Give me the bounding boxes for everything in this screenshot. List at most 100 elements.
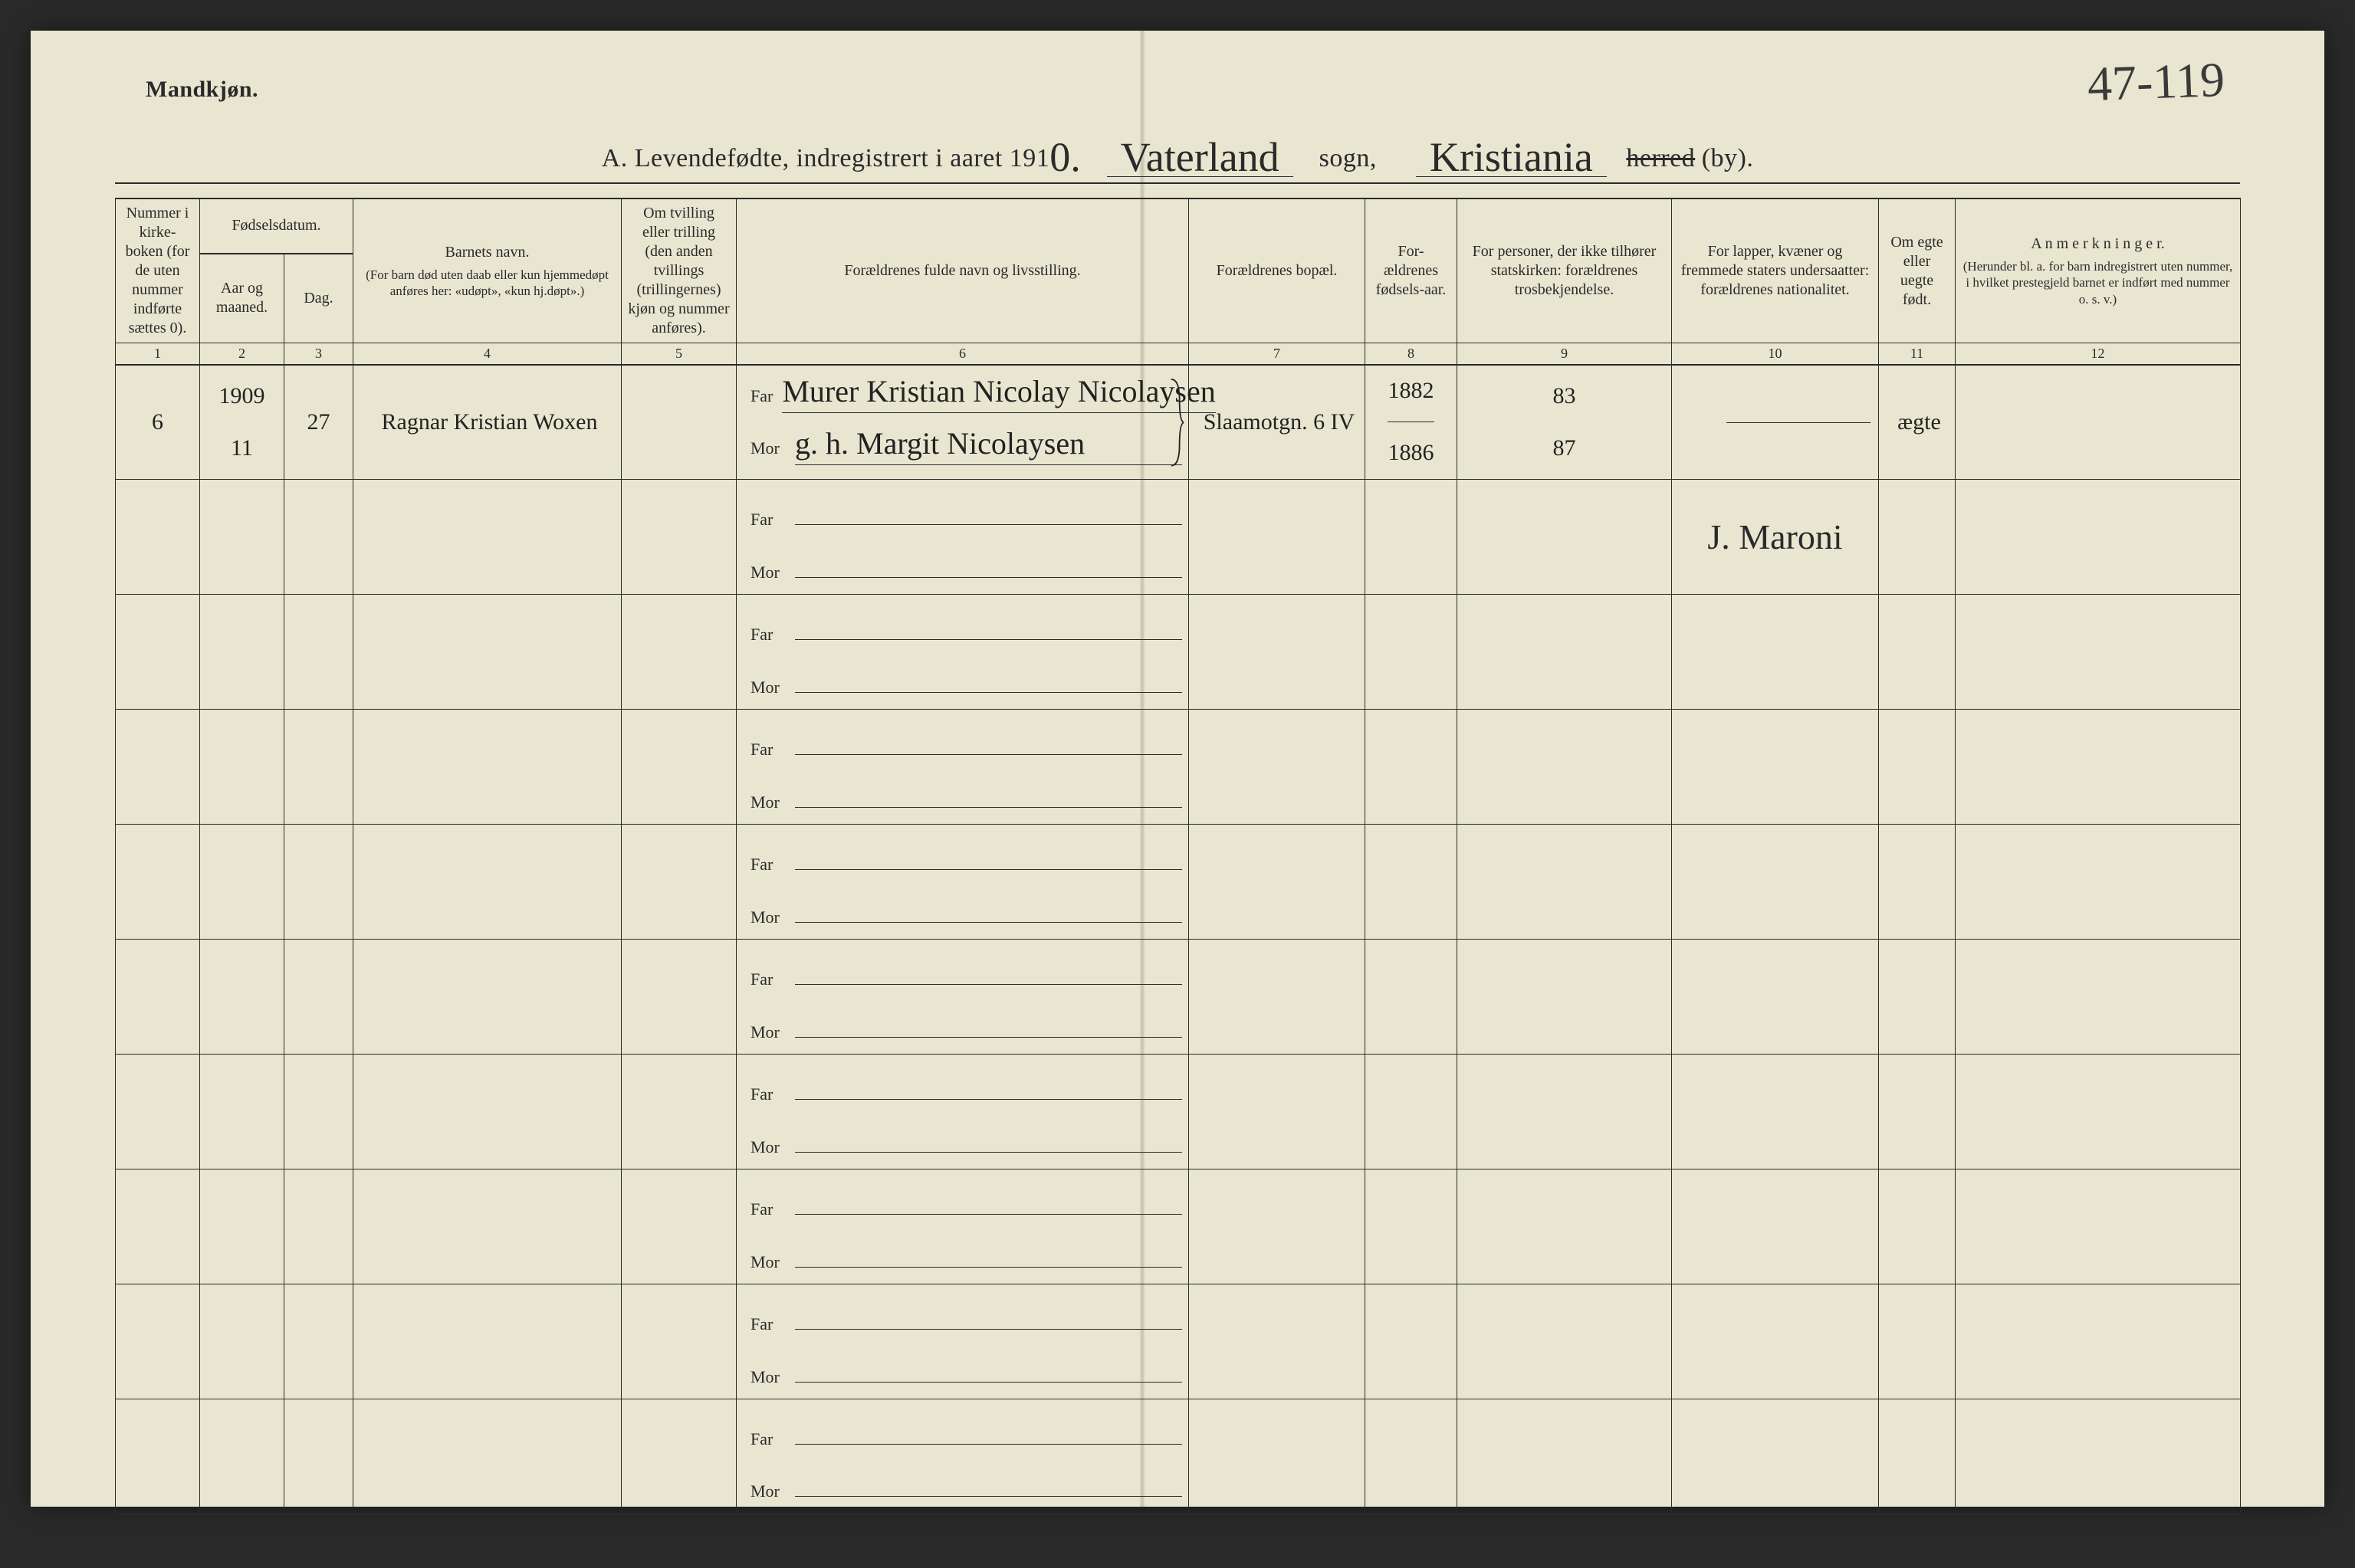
col-12-subtitle: (Herunder bl. a. for barn indregistrert … [1962,258,2234,307]
table-row: Far Mor J. Maroni [116,480,2241,595]
cell-parents: Far Mor [737,1284,1189,1399]
cell-twins [622,480,737,595]
table-row: Far Mor [116,1169,2241,1284]
cell-residence [1189,480,1365,595]
table-row: Far Mor [116,1399,2241,1514]
cell-child-name: Ragnar Kristian Woxen [353,365,622,480]
cell-parents: FarMurer Kristian Nicolay Nicolaysen Mor… [737,365,1189,480]
table-row: 6 1909 11 27 Ragnar Kristian Woxen FarMu… [116,365,2241,480]
cell-remarks [1956,940,2241,1055]
cell-year-month [200,1399,284,1514]
col-8-header: For-ældrenes fødsels-aar. [1365,198,1457,343]
cell-remarks [1956,1055,2241,1169]
cell-remarks [1956,365,2241,480]
cell-residence [1189,1284,1365,1399]
record-page: Mandkjøn. 47-119 A. Levendefødte, indreg… [31,31,2324,1507]
cell-parents: Far Mor [737,825,1189,940]
cell-number [116,595,200,710]
cell-child-name [353,1284,622,1399]
cell-nationality [1672,365,1879,480]
cell-year-month [200,1169,284,1284]
cell-residence [1189,940,1365,1055]
colnum-12: 12 [1956,343,2241,365]
cell-day [284,710,353,825]
cell-parents: Far Mor [737,1399,1189,1514]
cell-day [284,480,353,595]
cell-twins [622,710,737,825]
cell-legitimate [1879,825,1956,940]
col-12-title: A n m e r k n i n g e r. [1962,235,2234,254]
cell-child-name [353,1055,622,1169]
cell-parent-years: 1882 1886 [1365,365,1457,480]
cell-remarks [1956,595,2241,710]
cell-day [284,940,353,1055]
brace-icon [1170,378,1184,467]
cell-residence [1189,710,1365,825]
cell-day [284,1399,353,1514]
cell-remarks [1956,480,2241,595]
cell-parents: Far Mor [737,710,1189,825]
cell-number [116,940,200,1055]
cell-nationality [1672,940,1879,1055]
page-number-handwritten: 47-119 [2087,51,2225,113]
cell-confession: 83 87 [1457,365,1672,480]
cell-legitimate [1879,1169,1956,1284]
cell-legitimate [1879,1055,1956,1169]
cell-day [284,1055,353,1169]
col-11-header: Om egte eller uegte født. [1879,198,1956,343]
cell-residence [1189,595,1365,710]
cell-confession [1457,710,1672,825]
cell-day [284,1169,353,1284]
form-title: A. Levendefødte, indregistrert i aaret 1… [31,134,2324,173]
cell-nationality [1672,595,1879,710]
col-10-header: For lapper, kvæner og fremmede staters u… [1672,198,1879,343]
cell-remarks [1956,1284,2241,1399]
cell-child-name [353,595,622,710]
cell-number [116,1284,200,1399]
cell-confession [1457,1055,1672,1169]
cell-nationality [1672,1169,1879,1284]
cell-child-name [353,825,622,940]
col-1-header: Nummer i kirke- boken (for de uten numme… [116,198,200,343]
cell-day [284,1284,353,1399]
colnum-10: 10 [1672,343,1879,365]
cell-parent-years [1365,1055,1457,1169]
cell-legitimate [1879,1284,1956,1399]
cell-parents: Far Mor [737,480,1189,595]
colnum-5: 5 [622,343,737,365]
cell-remarks [1956,825,2241,940]
cell-parent-years [1365,595,1457,710]
cell-parent-years [1365,1284,1457,1399]
title-underline [115,182,2240,184]
cell-parent-years [1365,1399,1457,1514]
cell-year-month: 1909 11 [200,365,284,480]
cell-nationality [1672,1399,1879,1514]
title-year-suffix: 0. [1049,139,1081,176]
cell-twins [622,1399,737,1514]
table-header: Nummer i kirke- boken (for de uten numme… [116,198,2241,365]
table-row: Far Mor [116,1055,2241,1169]
cell-year-month [200,1284,284,1399]
cell-number [116,1055,200,1169]
col-5-header: Om tvilling eller trilling (den anden tv… [622,198,737,343]
sogn-value: Vaterland [1107,139,1293,177]
table-row: Far Mor [116,1284,2241,1399]
col-4-header: Barnets navn. (For barn død uten daab el… [353,198,622,343]
cell-legitimate [1879,940,1956,1055]
herred-value: Kristiania [1416,139,1607,177]
colnum-11: 11 [1879,343,1956,365]
table-row: Far Mor [116,940,2241,1055]
cell-year-month [200,595,284,710]
register-table: Nummer i kirke- boken (for de uten numme… [115,198,2241,1515]
cell-nationality: J. Maroni [1672,480,1879,595]
cell-parents: Far Mor [737,1055,1189,1169]
cell-confession [1457,1284,1672,1399]
cell-confession [1457,1169,1672,1284]
colnum-7: 7 [1189,343,1365,365]
cell-parent-years [1365,480,1457,595]
cell-child-name [353,710,622,825]
cell-day [284,595,353,710]
col-23-group-header: Fødselsdatum. [200,198,353,254]
cell-twins [622,1169,737,1284]
by-label: (by). [1702,144,1754,172]
